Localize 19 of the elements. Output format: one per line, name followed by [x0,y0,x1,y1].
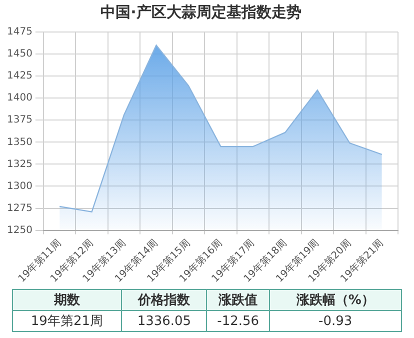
text: 期数 [12,290,122,310]
y-tick-label: 1325 [6,158,32,170]
y-tick-label: 1475 [6,26,32,38]
chart-title: 中国·产区大蒜周定基指数走势 [100,2,302,21]
text: 1336.05 [121,310,207,332]
y-tick-label: 1425 [6,70,32,82]
y-tick-label: 1375 [6,114,32,126]
y-tick-label: 1250 [6,224,32,236]
y-tick-label: 1275 [6,202,32,214]
text: 涨跌幅（%） [269,290,402,310]
text: 涨跌值 [206,290,270,310]
y-tick-label: 1300 [6,180,32,192]
y-tick-label: 1400 [6,92,32,104]
text: -0.93 [269,310,402,332]
y-tick-label: 1450 [6,48,32,60]
text: 19年第21周 [12,310,122,332]
text: 价格指数 [121,290,207,310]
text: -12.56 [206,310,270,332]
y-tick-label: 1350 [6,136,32,148]
